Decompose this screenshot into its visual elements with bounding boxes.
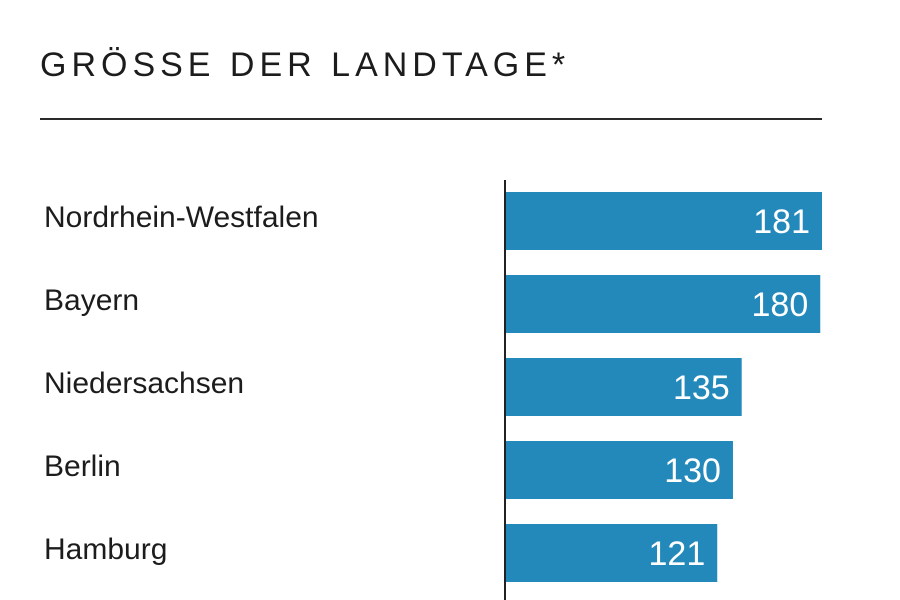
value-label-bayern: 180 (752, 286, 809, 324)
title-divider (40, 118, 822, 120)
value-label-niedersachsen: 135 (673, 369, 730, 407)
category-label-hamburg: Hamburg (44, 533, 167, 566)
bars-layer (506, 192, 822, 582)
value-label-hamburg: 121 (649, 535, 706, 573)
value-labels-layer: 181 180 135 130 121 (649, 203, 810, 573)
value-label-nordrhein-westfalen: 181 (753, 203, 810, 241)
category-label-nordrhein-westfalen: Nordrhein-Westfalen (44, 201, 319, 234)
bar-hamburg (506, 524, 718, 582)
value-label-berlin: 130 (664, 452, 721, 490)
chart-title: GRÖSSE DER LANDTAGE* (40, 46, 571, 84)
category-labels-layer: Nordrhein-Westfalen Bayern Niedersachsen Be… (44, 201, 319, 566)
bar-bayern (506, 275, 821, 333)
bar-nordrhein-westfalen (506, 192, 822, 250)
category-label-berlin: Berlin (44, 450, 121, 483)
category-label-niedersachsen: Niedersachsen (44, 367, 244, 400)
category-label-bayern: Bayern (44, 284, 139, 317)
bar-berlin (506, 441, 733, 499)
bar-niedersachsen (506, 358, 742, 416)
